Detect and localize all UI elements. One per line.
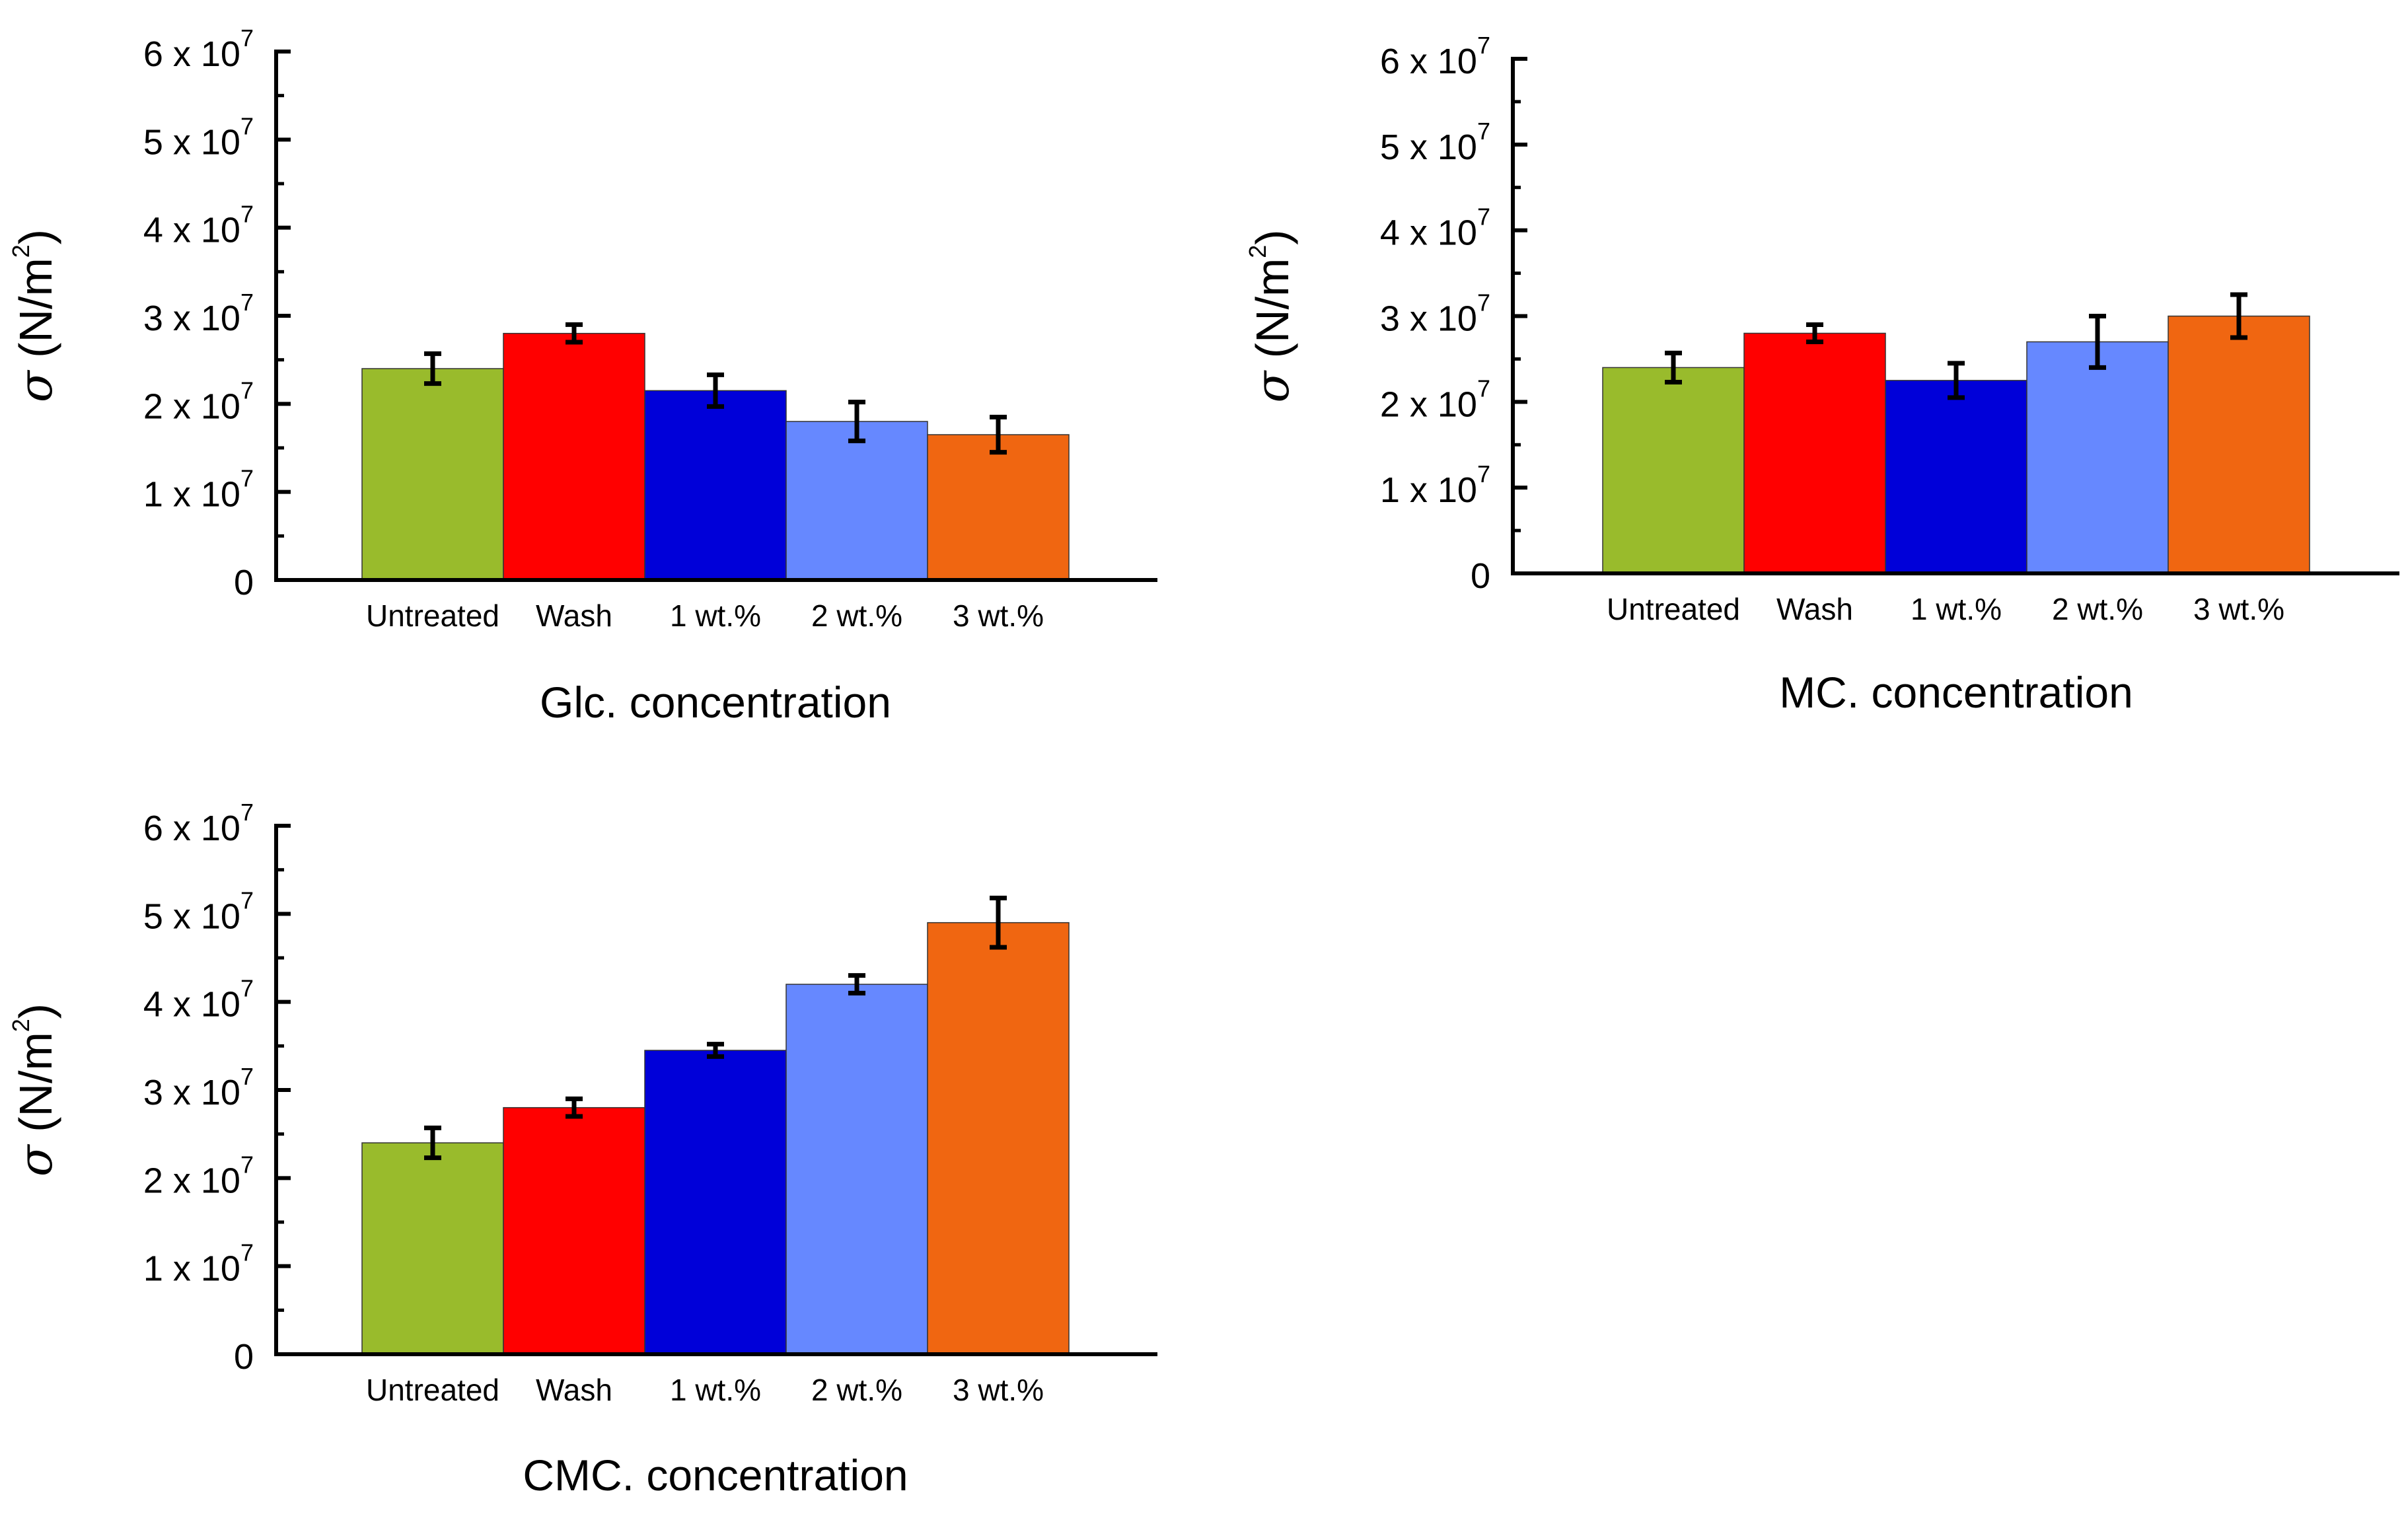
bar-3wt (927, 434, 1070, 581)
error-bar-2wt (848, 400, 865, 443)
y-tick-label: 6 x 107 (143, 24, 254, 74)
x-tick-label-untreated: Untreated (1607, 592, 1740, 626)
x-tick-label-2wt: 2 wt.% (811, 1373, 902, 1407)
bar-wash (1743, 332, 1886, 574)
y-tick-label: 2 x 107 (1380, 375, 1490, 424)
y-tick-label: 6 x 107 (1380, 32, 1490, 81)
x-axis-title: Glc. concentration (540, 678, 891, 727)
x-tick-label-untreated: Untreated (366, 1373, 499, 1407)
error-bar-wash (566, 1096, 583, 1119)
y-tick-label: 1 x 107 (143, 465, 254, 515)
error-bar-wash (1806, 322, 1823, 344)
bar-2wt (785, 421, 928, 581)
x-tick-label-wash: Wash (1776, 592, 1853, 626)
chart-panel-mc: 0 1 x 107 2 x 107 3 x 107 4 x 107 5 x 107 6 x … (1244, 32, 2399, 717)
bar-3wt (2168, 315, 2310, 574)
bar-2wt (2026, 341, 2169, 574)
x-axis-title: CMC. concentration (523, 1451, 908, 1500)
error-bar-1wt (707, 372, 724, 409)
y-tick-label: 3 x 107 (143, 1063, 254, 1112)
x-tick-label-wash: Wash (536, 1373, 612, 1407)
x-tick-label-wash: Wash (536, 599, 612, 633)
y-tick-label: 4 x 107 (143, 975, 254, 1025)
bar-untreated (361, 368, 504, 581)
y-tick-label: 0 (234, 1337, 254, 1377)
y-tick-label: 3 x 107 (1380, 289, 1490, 339)
x-tick-label-1wt: 1 wt.% (1911, 592, 2002, 626)
y-tick-label: 5 x 107 (143, 112, 254, 162)
y-tick-label: 2 x 107 (143, 1151, 254, 1200)
y-tick-label: 4 x 107 (1380, 203, 1490, 253)
bar-1wt (644, 1050, 787, 1355)
x-tick-label-untreated: Untreated (366, 599, 499, 633)
error-bar-3wt (990, 895, 1007, 950)
error-bar-untreated (424, 351, 441, 386)
x-tick-label-3wt: 3 wt.% (2193, 592, 2284, 626)
y-tick-label: 1 x 107 (1380, 460, 1490, 510)
error-bar-1wt (707, 1042, 724, 1059)
x-tick-label-3wt: 3 wt.% (953, 1373, 1044, 1407)
error-bar-2wt (848, 973, 865, 996)
error-bar-3wt (2230, 292, 2247, 340)
x-tick-label-1wt: 1 wt.% (670, 1373, 761, 1407)
y-tick-label: 0 (234, 563, 254, 602)
bar-2wt (785, 984, 928, 1355)
bar-untreated (361, 1142, 504, 1355)
error-bar-1wt (1948, 361, 1965, 400)
bar-1wt (644, 390, 787, 581)
x-tick-label-3wt: 3 wt.% (953, 599, 1044, 633)
error-bar-untreated (424, 1125, 441, 1161)
chart-panel-glc: 0 1 x 107 2 x 107 3 x 107 4 x 107 5 x 107 6 x … (7, 24, 1157, 727)
x-axis-title: MC. concentration (1779, 668, 2133, 717)
chart-panel-cmc: 0 1 x 107 2 x 107 3 x 107 4 x 107 5 x 107 6 x … (7, 799, 1157, 1500)
error-bar-untreated (1665, 350, 1682, 384)
y-axis-title: σ (N/m2) (1244, 229, 1299, 402)
y-axis-title: σ (N/m2) (7, 1003, 63, 1177)
y-tick-label: 4 x 107 (143, 201, 254, 250)
x-tick-label-2wt: 2 wt.% (2052, 592, 2143, 626)
y-tick-label: 5 x 107 (143, 887, 254, 936)
x-tick-label-2wt: 2 wt.% (811, 599, 902, 633)
y-tick-label: 6 x 107 (143, 799, 254, 848)
bar-wash (503, 1107, 645, 1355)
y-tick-label: 2 x 107 (143, 377, 254, 426)
y-tick-label: 3 x 107 (143, 289, 254, 338)
bar-untreated (1602, 367, 1745, 574)
y-tick-label: 0 (1471, 556, 1490, 596)
error-bar-wash (566, 322, 583, 345)
x-tick-label-1wt: 1 wt.% (670, 599, 761, 633)
error-bar-2wt (2089, 314, 2106, 370)
y-tick-label: 1 x 107 (143, 1239, 254, 1289)
bar-wash (503, 332, 645, 581)
y-axis-title: σ (N/m2) (7, 229, 63, 402)
y-tick-label: 5 x 107 (1380, 118, 1490, 167)
error-bar-3wt (990, 414, 1007, 455)
bar-1wt (1885, 380, 2027, 574)
bar-3wt (927, 922, 1070, 1355)
